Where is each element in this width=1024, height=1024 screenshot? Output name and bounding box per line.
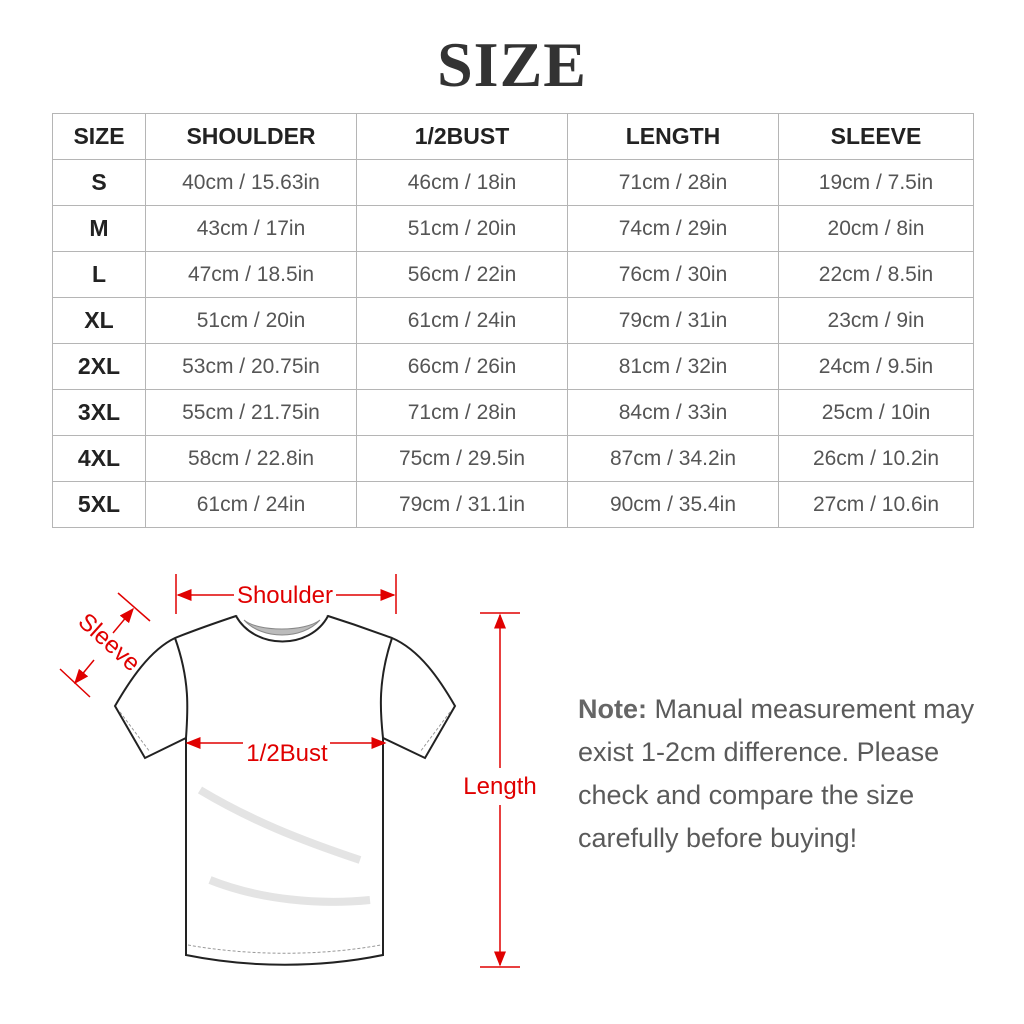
measurement-cell: 46cm / 18in — [356, 159, 568, 206]
measurement-cell: 79cm / 31in — [567, 297, 779, 344]
measurement-cell: 56cm / 22in — [356, 251, 568, 298]
size-table: SIZE SHOULDER 1/2BUST LENGTH SLEEVE S 40cm / … — [52, 113, 974, 528]
table-row: M 43cm / 17in 51cm / 20in 74cm / 29in 20cm /… — [52, 205, 974, 252]
note-text: Note: Manual measurement may exist 1-2cm… — [578, 688, 998, 860]
measurement-cell: 23cm / 9in — [778, 297, 974, 344]
measurement-cell: 55cm / 21.75in — [145, 389, 357, 436]
measurement-cell: 25cm / 10in — [778, 389, 974, 436]
measurement-cell: 19cm / 7.5in — [778, 159, 974, 206]
measurement-cell: 22cm / 8.5in — [778, 251, 974, 298]
measurement-cell: 24cm / 9.5in — [778, 343, 974, 390]
measurement-cell: 76cm / 30in — [567, 251, 779, 298]
column-header: SIZE — [52, 113, 146, 160]
measurement-cell: 40cm / 15.63in — [145, 159, 357, 206]
bust-label: 1/2Bust — [246, 740, 328, 767]
table-header-row: SIZE SHOULDER 1/2BUST LENGTH SLEEVE — [52, 113, 974, 160]
table-row: 2XL 53cm / 20.75in 66cm / 26in 81cm / 32in 2… — [52, 343, 974, 390]
measurement-cell: 87cm / 34.2in — [567, 435, 779, 482]
measurement-cell: 66cm / 26in — [356, 343, 568, 390]
table-row: 5XL 61cm / 24in 79cm / 31.1in 90cm / 35.4in… — [52, 481, 974, 528]
measurement-cell: 51cm / 20in — [356, 205, 568, 252]
measurement-cell: 90cm / 35.4in — [567, 481, 779, 528]
measurement-cell: 75cm / 29.5in — [356, 435, 568, 482]
measurement-cell: 43cm / 17in — [145, 205, 357, 252]
table-row: S 40cm / 15.63in 46cm / 18in 71cm / 28in 19c… — [52, 159, 974, 206]
column-header: LENGTH — [567, 113, 779, 160]
measurement-cell: 74cm / 29in — [567, 205, 779, 252]
tshirt-icon — [113, 614, 457, 966]
table-row: 4XL 58cm / 22.8in 75cm / 29.5in 87cm / 34.2… — [52, 435, 974, 482]
measurement-cell: 84cm / 33in — [567, 389, 779, 436]
table-row: 3XL 55cm / 21.75in 71cm / 28in 84cm / 33in 2… — [52, 389, 974, 436]
column-header: 1/2BUST — [356, 113, 568, 160]
measurement-cell: 20cm / 8in — [778, 205, 974, 252]
measurement-cell: 79cm / 31.1in — [356, 481, 568, 528]
size-cell: S — [52, 159, 146, 206]
measurement-cell: 81cm / 32in — [567, 343, 779, 390]
length-label: Length — [463, 773, 536, 800]
measurement-cell: 47cm / 18.5in — [145, 251, 357, 298]
shoulder-label: Shoulder — [237, 582, 333, 609]
measurement-cell: 27cm / 10.6in — [778, 481, 974, 528]
size-cell: 5XL — [52, 481, 146, 528]
note-label: Note: — [578, 694, 647, 724]
measurement-cell: 61cm / 24in — [145, 481, 357, 528]
measurement-cell: 71cm / 28in — [567, 159, 779, 206]
sleeve-label: Sleeve — [73, 608, 146, 677]
note-body: Manual measurement may exist 1-2cm diffe… — [578, 694, 975, 853]
measurement-cell: 71cm / 28in — [356, 389, 568, 436]
page-title: SIZE — [437, 29, 587, 100]
size-cell: 3XL — [52, 389, 146, 436]
column-header: SLEEVE — [778, 113, 974, 160]
measurement-cell: 58cm / 22.8in — [145, 435, 357, 482]
size-cell: XL — [52, 297, 146, 344]
table-row: L 47cm / 18.5in 56cm / 22in 76cm / 30in 22cm… — [52, 251, 974, 298]
